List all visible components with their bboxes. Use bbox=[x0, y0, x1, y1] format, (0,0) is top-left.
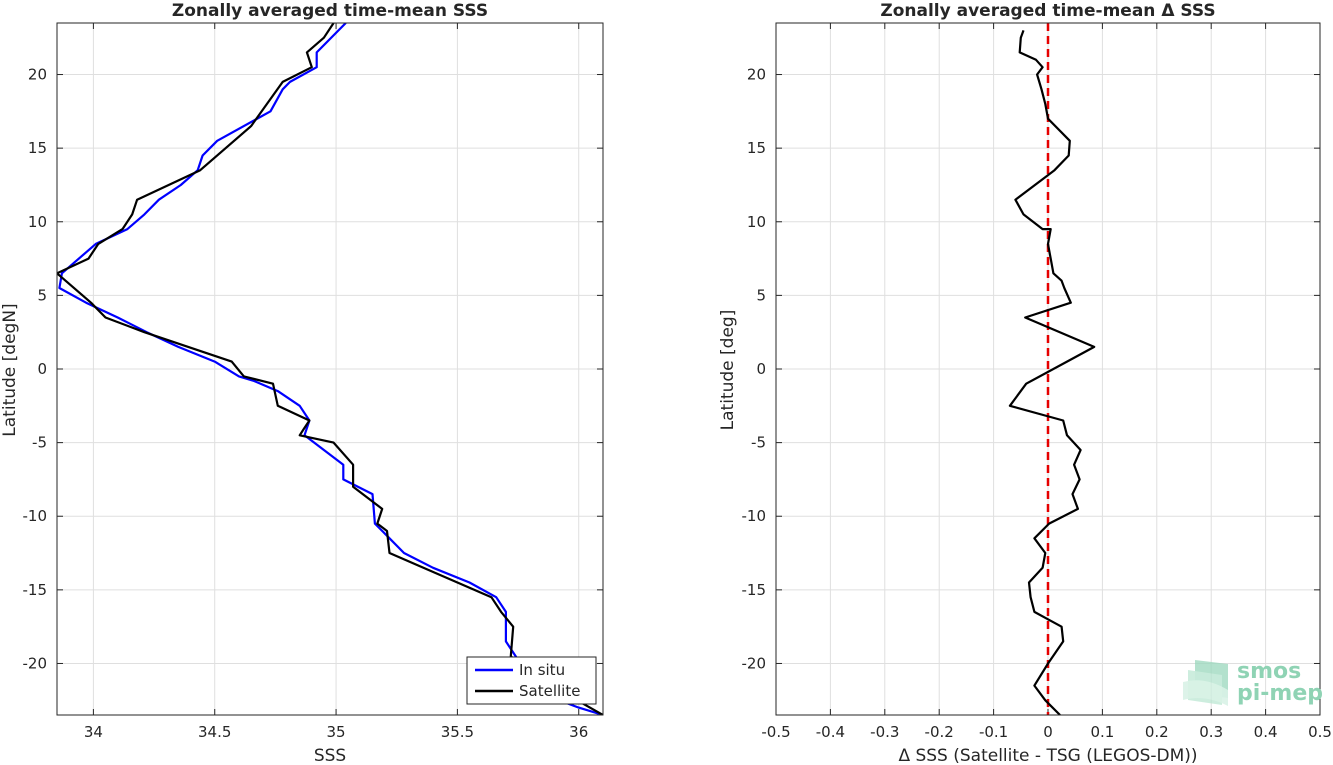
x-tick-label: 0.3 bbox=[1199, 723, 1223, 741]
y-tick-label: -10 bbox=[23, 507, 48, 525]
axes-box bbox=[56, 22, 604, 716]
x-tick-label: 34 bbox=[84, 723, 103, 741]
y-tick-label: 5 bbox=[37, 286, 47, 304]
x-tick-label: -0.2 bbox=[925, 723, 954, 741]
series-lines bbox=[57, 23, 603, 715]
y-tick-label: 5 bbox=[756, 286, 766, 304]
y-tick-label: -15 bbox=[742, 581, 767, 599]
y-tick-label: 0 bbox=[37, 360, 47, 378]
axes-box bbox=[775, 22, 1321, 716]
y-tick-label: -20 bbox=[23, 654, 48, 672]
legend-box bbox=[466, 656, 597, 705]
chart-title: Zonally averaged time-mean Δ SSS bbox=[880, 1, 1215, 21]
x-tick-label: 0.4 bbox=[1254, 723, 1278, 741]
logo-line1: smos bbox=[1237, 659, 1301, 684]
logo-waves-icon bbox=[1183, 660, 1228, 706]
series-line-in-situ bbox=[58, 23, 603, 715]
legend-label-satellite: Satellite bbox=[519, 682, 580, 700]
series-lines bbox=[1008, 30, 1096, 715]
logo-line2: pi-mep bbox=[1237, 681, 1323, 706]
x-tick-label: 35.5 bbox=[441, 723, 474, 741]
x-tick-label: 0 bbox=[1043, 723, 1053, 741]
sss-chart: Zonally averaged time-mean SSS 34 34.5 35 3… bbox=[0, 1, 604, 765]
x-tick-label: -0.5 bbox=[761, 723, 790, 741]
series-line bbox=[1008, 30, 1096, 715]
x-axis-label: SSS bbox=[314, 746, 346, 765]
legend[interactable]: In situ Satellite bbox=[466, 656, 597, 705]
tick-labels: 34 34.5 35 35.5 36 -20 -15 -10 -5 0 5 10 15 20 bbox=[23, 66, 589, 741]
x-tick-label: -0.4 bbox=[816, 723, 845, 741]
tick-labels: -0.5 -0.4 -0.3 -0.2 -0.1 0 0.1 0.2 0.3 0.4 0.5 -20 -… bbox=[742, 66, 1332, 741]
tick-marks bbox=[57, 23, 603, 715]
smos-pi-mep-logo: smos pi-mep bbox=[1183, 659, 1323, 706]
x-tick-label: 36 bbox=[569, 723, 588, 741]
y-tick-label: -10 bbox=[742, 507, 767, 525]
y-tick-label: 10 bbox=[747, 213, 766, 231]
x-tick-label: -0.1 bbox=[979, 723, 1008, 741]
chart-title: Zonally averaged time-mean SSS bbox=[172, 1, 488, 21]
x-tick-label: 0.2 bbox=[1145, 723, 1169, 741]
y-tick-label: -15 bbox=[23, 581, 48, 599]
legend-label-in-situ: In situ bbox=[519, 661, 565, 679]
y-tick-label: -20 bbox=[742, 654, 767, 672]
delta-sss-chart: Zonally averaged time-mean Δ SSS -0.5 -0.… bbox=[718, 1, 1332, 765]
x-axis-label: Δ SSS (Satellite - TSG (LEGOS-DM)) bbox=[898, 746, 1197, 765]
y-tick-label: 20 bbox=[28, 66, 47, 84]
x-tick-label: 35 bbox=[327, 723, 346, 741]
x-tick-label: 0.1 bbox=[1090, 723, 1114, 741]
y-tick-label: 0 bbox=[756, 360, 766, 378]
y-axis-label: Latitude [degN] bbox=[0, 303, 20, 436]
y-tick-label: 15 bbox=[747, 139, 766, 157]
series-line-satellite bbox=[57, 23, 603, 715]
y-tick-label: 20 bbox=[747, 66, 766, 84]
y-tick-label: 10 bbox=[28, 213, 47, 231]
y-axis-label: Latitude [deg] bbox=[718, 310, 738, 431]
x-tick-label: 34.5 bbox=[198, 723, 231, 741]
y-tick-label: -5 bbox=[751, 434, 766, 452]
x-tick-label: -0.3 bbox=[870, 723, 899, 741]
x-tick-label: 0.5 bbox=[1308, 723, 1332, 741]
y-tick-label: -5 bbox=[32, 434, 47, 452]
y-tick-label: 15 bbox=[28, 139, 47, 157]
